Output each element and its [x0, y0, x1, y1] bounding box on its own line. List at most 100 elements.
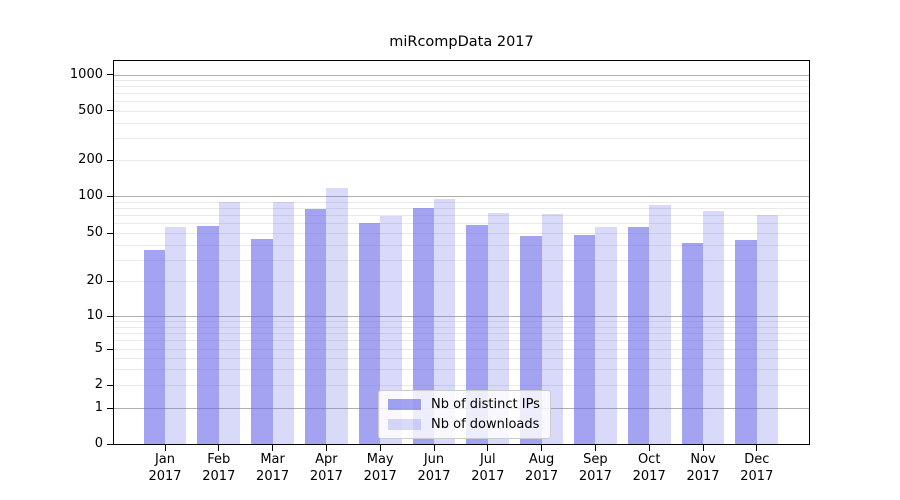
- bar-distinct-ips-apr: [305, 208, 327, 444]
- legend-label-distinct-ips: Nb of distinct IPs: [431, 397, 540, 412]
- x-tick-mark: [164, 445, 166, 451]
- bar-distinct-ips-feb: [197, 226, 219, 444]
- grid-line: [114, 74, 809, 76]
- grid-line: [114, 160, 809, 161]
- y-tick-mark: [107, 74, 113, 76]
- grid-line: [114, 369, 809, 371]
- x-tick-mark: [379, 445, 381, 451]
- y-tick-label: 100: [78, 188, 103, 203]
- y-tick-label: 50: [86, 225, 103, 240]
- grid-line: [114, 122, 809, 124]
- bar-downloads-oct: [649, 204, 671, 444]
- bar-downloads-sep: [595, 227, 617, 444]
- bar-distinct-ips-oct: [627, 227, 650, 444]
- grid-line: [114, 80, 809, 81]
- grid-line: [114, 101, 809, 102]
- grid-line: [114, 340, 809, 342]
- grid-line: [114, 349, 809, 350]
- x-tick-mark: [541, 445, 543, 451]
- bar-distinct-ips-dec: [735, 239, 757, 444]
- x-tick-mark: [272, 445, 274, 451]
- grid-line: [114, 357, 809, 359]
- x-tick-mark: [487, 445, 489, 451]
- grid-line: [114, 233, 809, 234]
- bar-downloads-jan: [165, 227, 187, 444]
- grid-line: [114, 316, 809, 317]
- grid-line: [114, 281, 809, 282]
- bar-downloads-nov: [703, 211, 725, 444]
- grid-line: [114, 259, 809, 261]
- y-tick-label: 20: [86, 273, 103, 288]
- y-tick-label: 500: [78, 102, 103, 118]
- x-tick-mark: [218, 445, 220, 451]
- x-tick-mark: [702, 445, 704, 451]
- x-tick-label: Apr 2017: [309, 452, 343, 484]
- grid-line: [114, 138, 809, 140]
- bar-downloads-mar: [272, 202, 294, 444]
- bar-distinct-ips-jul: [466, 225, 488, 444]
- grid-line: [114, 196, 809, 197]
- x-tick-label: Jul 2017: [471, 452, 505, 484]
- x-tick-mark: [594, 445, 597, 451]
- plot-area: Nb of distinct IPs Nb of downloads: [113, 60, 810, 445]
- x-tick-mark: [325, 445, 328, 451]
- y-tick-label: 10: [86, 308, 103, 323]
- x-tick-label: Oct 2017: [632, 452, 666, 484]
- y-tick-mark: [107, 280, 113, 282]
- legend-item-distinct-ips: Nb of distinct IPs: [388, 397, 540, 412]
- grid-line: [114, 86, 809, 88]
- x-tick-label: May 2017: [363, 452, 397, 484]
- legend-label-downloads: Nb of downloads: [431, 417, 540, 432]
- x-tick-label: Mar 2017: [256, 452, 290, 484]
- y-tick-label: 0: [94, 436, 103, 451]
- grid-line: [114, 201, 809, 203]
- x-tick-label: Aug 2017: [525, 452, 559, 484]
- x-tick-label: Dec 2017: [740, 452, 774, 484]
- x-tick-label: Nov 2017: [686, 452, 720, 484]
- y-tick-mark: [107, 315, 113, 317]
- bar-distinct-ips-jun: [412, 207, 434, 444]
- x-tick-mark: [648, 445, 650, 451]
- x-tick-mark: [433, 445, 435, 451]
- y-tick-mark: [107, 384, 113, 386]
- bar-downloads-dec: [756, 215, 779, 444]
- y-tick-mark: [107, 159, 113, 161]
- grid-line: [114, 93, 809, 94]
- y-tick-mark: [107, 232, 113, 234]
- x-tick-mark: [756, 445, 758, 451]
- bar-downloads-apr: [326, 188, 348, 444]
- bar-downloads-jul: [487, 212, 510, 444]
- y-tick-label: 1000: [69, 66, 103, 82]
- grid-line: [114, 333, 809, 334]
- y-tick-mark: [107, 348, 113, 350]
- y-tick-label: 200: [78, 152, 103, 167]
- legend: Nb of distinct IPs Nb of downloads: [378, 390, 551, 439]
- bar-downloads-may: [380, 215, 402, 444]
- legend-swatch-downloads: [388, 419, 421, 430]
- bar-downloads-aug: [541, 213, 563, 444]
- bar-distinct-ips-jan: [143, 250, 165, 444]
- legend-item-downloads: Nb of downloads: [388, 417, 540, 432]
- y-tick-label: 1: [94, 400, 103, 415]
- y-tick-mark: [107, 443, 113, 445]
- bar-downloads-jun: [434, 198, 456, 444]
- y-tick-label: 2: [94, 377, 103, 392]
- x-tick-label: Jun 2017: [417, 452, 451, 484]
- y-tick-mark: [107, 110, 113, 112]
- legend-swatch-distinct-ips: [388, 399, 421, 410]
- grid-line: [114, 207, 809, 209]
- x-tick-label: Jan 2017: [148, 452, 182, 484]
- grid-line: [114, 244, 809, 246]
- bar-downloads-feb: [218, 202, 241, 444]
- bar-distinct-ips-nov: [681, 243, 703, 444]
- grid-line: [114, 223, 809, 225]
- y-tick-label: 5: [94, 341, 103, 356]
- bar-distinct-ips-sep: [574, 235, 596, 444]
- grid-line: [114, 326, 809, 328]
- grid-line: [114, 385, 809, 386]
- grid-line: [114, 215, 809, 216]
- bar-distinct-ips-may: [358, 223, 381, 444]
- y-tick-mark: [107, 195, 113, 197]
- y-tick-mark: [107, 407, 113, 409]
